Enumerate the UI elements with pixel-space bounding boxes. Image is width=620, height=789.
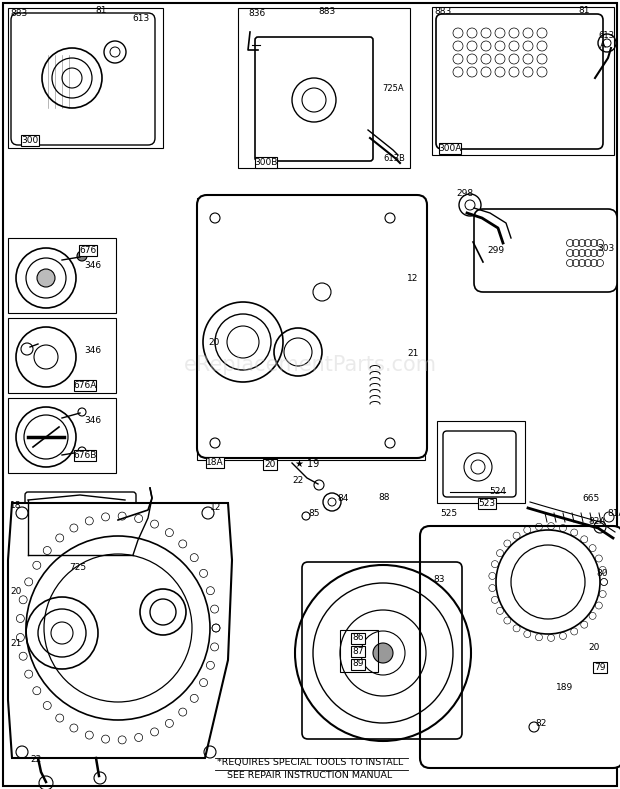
Bar — [21, 134, 39, 145]
Bar — [8, 238, 116, 313]
Text: 89: 89 — [352, 660, 364, 668]
Bar — [74, 450, 96, 461]
Text: 22: 22 — [30, 756, 42, 765]
Text: 299: 299 — [487, 245, 504, 255]
Text: A: A — [600, 40, 606, 50]
Bar — [478, 498, 496, 508]
Bar — [255, 156, 277, 167]
FancyBboxPatch shape — [474, 209, 617, 292]
Text: 20: 20 — [588, 644, 600, 653]
Text: 346: 346 — [84, 346, 101, 354]
Bar — [352, 645, 365, 656]
Bar — [238, 8, 410, 168]
Bar — [352, 633, 365, 644]
Text: 80: 80 — [596, 569, 608, 578]
Bar — [8, 398, 116, 473]
Bar — [264, 458, 277, 469]
Bar — [206, 457, 224, 468]
Text: 84: 84 — [337, 493, 348, 503]
FancyBboxPatch shape — [25, 492, 136, 556]
Text: 836: 836 — [248, 9, 265, 17]
Text: 613B: 613B — [383, 154, 405, 163]
Bar — [437, 421, 525, 503]
Text: 82: 82 — [535, 719, 546, 727]
Bar — [352, 659, 365, 670]
Text: 81: 81 — [578, 6, 590, 14]
Text: 300A: 300A — [438, 144, 462, 152]
Text: 85: 85 — [308, 510, 319, 518]
Polygon shape — [118, 488, 152, 520]
Text: 189: 189 — [556, 682, 574, 691]
Text: 523: 523 — [479, 499, 495, 507]
Bar — [340, 630, 378, 672]
Text: 18: 18 — [10, 500, 22, 510]
Text: SEE REPAIR INSTRUCTION MANUAL: SEE REPAIR INSTRUCTION MANUAL — [228, 771, 392, 780]
Text: 82A: 82A — [588, 518, 606, 526]
Text: *REQUIRES SPECIAL TOOLS TO INSTALL: *REQUIRES SPECIAL TOOLS TO INSTALL — [217, 758, 403, 768]
Text: 81: 81 — [95, 6, 107, 14]
FancyBboxPatch shape — [197, 195, 427, 458]
Text: 524: 524 — [489, 487, 506, 495]
FancyBboxPatch shape — [420, 526, 620, 768]
Text: 300B: 300B — [254, 158, 278, 166]
Bar — [8, 8, 163, 148]
Circle shape — [37, 269, 55, 287]
FancyBboxPatch shape — [255, 37, 373, 161]
Polygon shape — [8, 503, 232, 758]
Text: 613: 613 — [598, 31, 614, 39]
Text: 21: 21 — [407, 349, 419, 357]
Circle shape — [373, 643, 393, 663]
Bar — [8, 318, 116, 393]
Text: 346: 346 — [84, 416, 101, 424]
Text: 86: 86 — [352, 634, 364, 642]
FancyBboxPatch shape — [443, 431, 516, 497]
Bar — [432, 7, 614, 155]
Text: 12: 12 — [407, 274, 419, 282]
Text: 303: 303 — [597, 244, 614, 252]
Text: ★ 19: ★ 19 — [292, 459, 319, 469]
Text: 883: 883 — [434, 6, 451, 16]
Text: 79: 79 — [594, 663, 606, 671]
Text: 525: 525 — [440, 508, 457, 518]
Text: 676B: 676B — [73, 451, 97, 459]
FancyBboxPatch shape — [436, 14, 603, 149]
Text: 20: 20 — [264, 459, 276, 469]
Text: eReplacementParts.com: eReplacementParts.com — [184, 354, 436, 375]
Text: 87: 87 — [352, 646, 364, 656]
Text: 12: 12 — [210, 503, 221, 511]
Text: 81A: 81A — [607, 508, 620, 518]
Text: 21: 21 — [10, 638, 21, 648]
Text: 88: 88 — [378, 492, 389, 502]
Text: 725A: 725A — [382, 84, 404, 92]
Text: 676: 676 — [79, 245, 97, 255]
Bar — [439, 143, 461, 154]
Bar — [593, 661, 607, 672]
Text: 725: 725 — [69, 563, 87, 573]
Text: 22: 22 — [292, 476, 303, 484]
FancyBboxPatch shape — [11, 13, 155, 145]
Text: 665: 665 — [582, 493, 600, 503]
Bar — [74, 380, 96, 391]
Text: 883: 883 — [318, 6, 335, 16]
Text: 20: 20 — [208, 338, 219, 346]
Text: 18A: 18A — [206, 458, 224, 466]
Text: 346: 346 — [84, 260, 101, 270]
Text: 300: 300 — [21, 136, 38, 144]
Text: 20: 20 — [10, 588, 21, 596]
Bar — [79, 245, 97, 256]
Bar — [197, 198, 425, 460]
Text: 83: 83 — [433, 575, 445, 585]
Text: 613: 613 — [132, 13, 149, 23]
Text: 883: 883 — [10, 9, 27, 17]
Circle shape — [77, 251, 87, 261]
Text: 676A: 676A — [73, 380, 97, 390]
Text: 298: 298 — [456, 189, 473, 197]
